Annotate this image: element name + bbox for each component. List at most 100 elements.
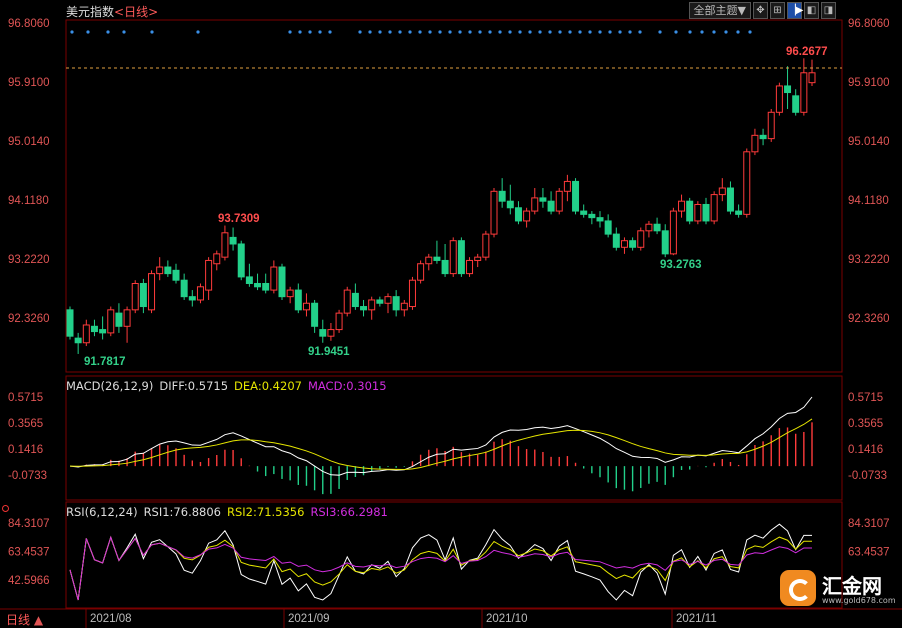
- signal-dot: [578, 30, 582, 34]
- candle-body: [278, 266, 286, 298]
- signal-dot: [418, 30, 422, 34]
- price-tick-right: 93.2220: [848, 254, 890, 266]
- macd-dea: DEA:0.4207: [234, 379, 302, 393]
- rsi-line-2: [69, 535, 812, 601]
- signal-dot: [70, 30, 74, 34]
- cross-arrows-icon[interactable]: ✥: [753, 2, 768, 19]
- theme-select[interactable]: 全部主题▼: [688, 2, 751, 19]
- signal-dot: [598, 30, 602, 34]
- candle-body: [107, 309, 115, 334]
- candle-body: [645, 223, 653, 232]
- candle-body: [205, 259, 213, 291]
- signal-dot: [658, 30, 662, 34]
- candle-body: [743, 151, 751, 215]
- signal-dot: [398, 30, 402, 34]
- candle-body: [686, 200, 694, 222]
- candle-body: [498, 190, 506, 202]
- signal-dot: [688, 30, 692, 34]
- signal-dot: [196, 30, 200, 34]
- macd-tick-left: -0.0733: [8, 470, 47, 482]
- candle-body: [351, 292, 359, 308]
- signal-dot: [518, 30, 522, 34]
- candle-body: [335, 312, 343, 331]
- candle-body: [620, 240, 628, 248]
- candle-body: [139, 282, 147, 308]
- candle-body: [392, 296, 400, 311]
- candle-body: [90, 325, 98, 333]
- candle-body: [604, 220, 612, 235]
- candle-body: [784, 85, 792, 94]
- candle-body: [164, 266, 172, 275]
- zoom-icon[interactable]: ⊞: [770, 2, 785, 19]
- signal-dot: [638, 30, 642, 34]
- candle-body: [490, 190, 498, 235]
- price-annotation: 91.9451: [308, 346, 350, 358]
- price-annotation: 91.7817: [84, 356, 126, 368]
- candle-body: [653, 223, 661, 232]
- macd-tick-left: 0.3565: [8, 418, 43, 430]
- toggle-left-icon[interactable]: ◧: [804, 2, 819, 19]
- candle-body: [800, 72, 808, 113]
- price-tick-left: 93.2220: [8, 254, 50, 266]
- candle-body: [751, 134, 759, 153]
- date-label: 2021/08: [90, 613, 132, 625]
- signal-dot: [86, 30, 90, 34]
- signal-dot: [548, 30, 552, 34]
- price-annotation: 96.2677: [786, 46, 828, 58]
- price-tick-left: 95.9100: [8, 77, 50, 89]
- candle-body: [563, 180, 571, 192]
- signal-dot: [318, 30, 322, 34]
- candle-body: [710, 194, 718, 222]
- candle-body: [245, 276, 253, 284]
- signal-dot: [568, 30, 572, 34]
- signal-dot: [736, 30, 740, 34]
- candle-body: [286, 289, 294, 298]
- candle-body: [156, 266, 164, 275]
- price-tick-left: 96.8060: [8, 18, 50, 30]
- signal-dot: [700, 30, 704, 34]
- macd-legend: MACD(26,12,9) DIFF:0.5715 DEA:0.4207 MACD:0…: [66, 379, 393, 393]
- macd-tick-right: 0.5715: [848, 392, 883, 404]
- price-annotation: 93.2763: [660, 259, 702, 271]
- rsi-line-3: [69, 535, 812, 601]
- caret-up-icon: ▲: [33, 613, 44, 627]
- rsi-tick-right: 84.3107: [848, 518, 890, 530]
- candle-body: [123, 309, 131, 327]
- instrument-title: 美元指数: [66, 5, 115, 19]
- candle-body: [580, 210, 588, 215]
- period-indicator[interactable]: <日线>: [114, 5, 159, 19]
- signal-dot: [508, 30, 512, 34]
- signal-dot: [388, 30, 392, 34]
- toggle-right-icon[interactable]: ◨: [821, 2, 836, 19]
- rsi1-value: RSI1:76.8806: [143, 505, 221, 519]
- period-tab[interactable]: 日线 ▲: [6, 611, 43, 628]
- candle-body: [555, 190, 563, 212]
- candle-body: [718, 187, 726, 196]
- signal-dot: [724, 30, 728, 34]
- candle-body: [131, 282, 139, 311]
- candle-body: [694, 203, 702, 222]
- candle-body: [588, 213, 596, 219]
- signal-dot: [674, 30, 678, 34]
- signal-dot: [628, 30, 632, 34]
- candle-body: [311, 302, 319, 327]
- signal-dot: [468, 30, 472, 34]
- signal-dot: [428, 30, 432, 34]
- split-icon[interactable]: ▕▶: [787, 2, 803, 19]
- price-panel-frame: [65, 19, 843, 373]
- candle-body: [767, 111, 775, 140]
- macd-tick-left: 0.1416: [8, 444, 43, 456]
- candle-body: [368, 299, 376, 311]
- candle-body: [474, 256, 482, 261]
- signal-dot: [448, 30, 452, 34]
- rsi-tick-left: 84.3107: [8, 518, 50, 530]
- candle-body: [99, 329, 107, 334]
- candle-body: [302, 302, 310, 311]
- rsi-legend: RSI(6,12,24) RSI1:76.8806 RSI2:71.5356 RSI3…: [66, 505, 394, 519]
- candle-body: [637, 230, 645, 248]
- candle-body: [775, 85, 783, 113]
- candle-body: [270, 266, 278, 291]
- rsi-tick-left: 63.4537: [8, 546, 50, 558]
- rsi-tick-right: 63.4537: [848, 546, 890, 558]
